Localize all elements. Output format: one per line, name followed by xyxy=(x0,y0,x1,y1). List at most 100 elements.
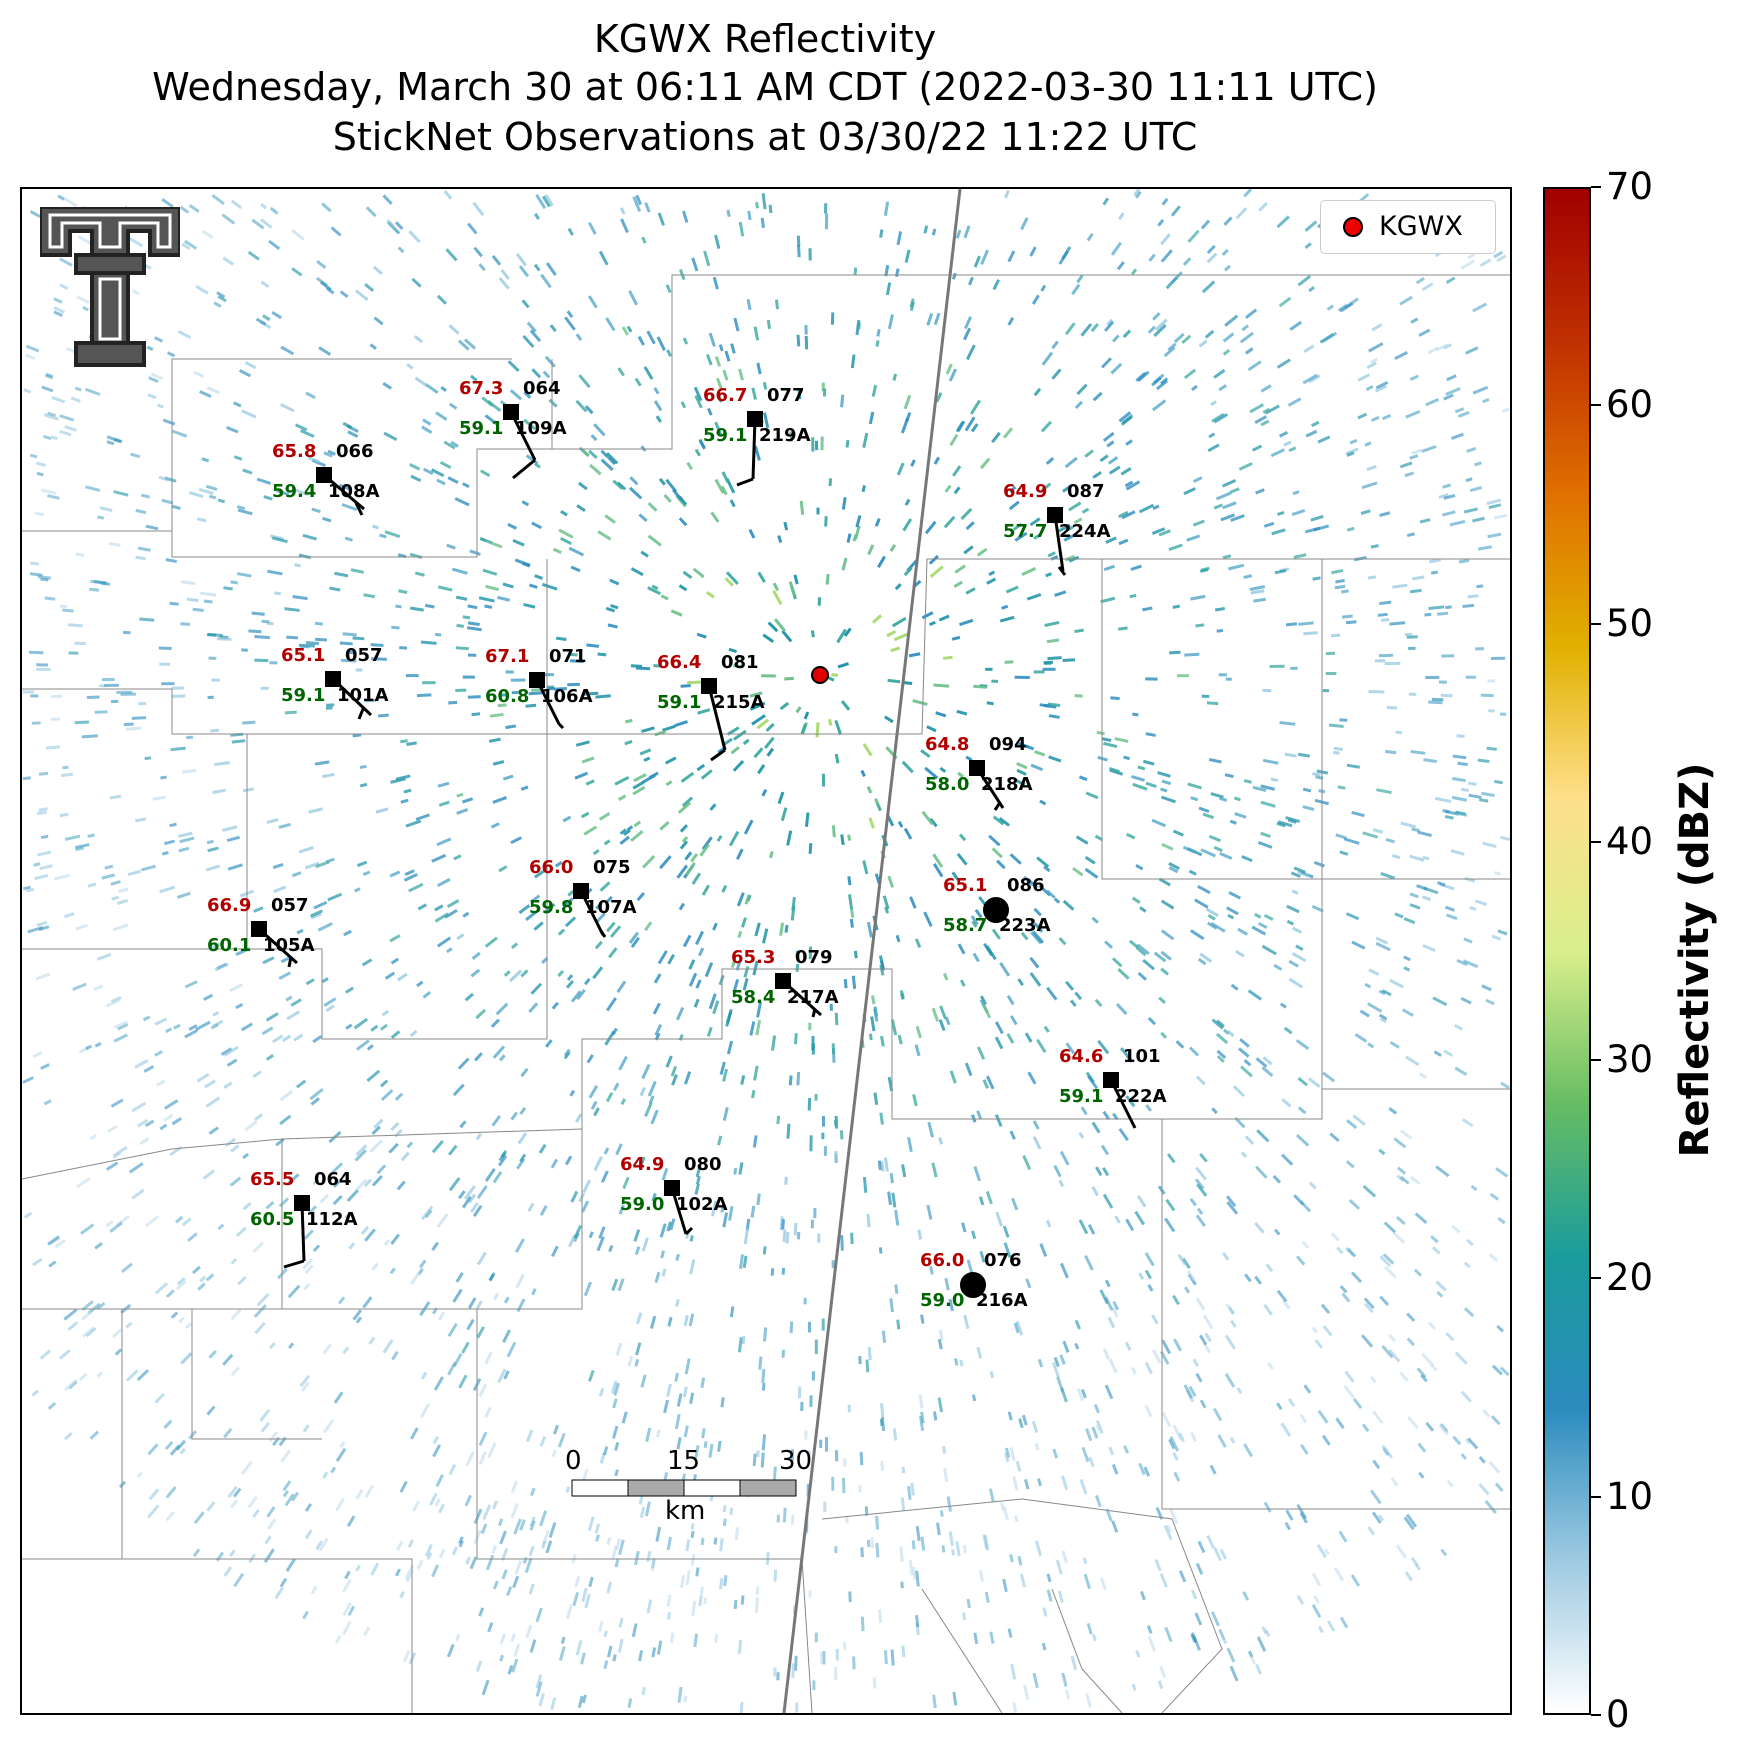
colorbar xyxy=(1543,187,1591,1715)
wind-barb-segment xyxy=(811,1008,817,1018)
station-temperature: 66.4 xyxy=(657,652,702,673)
station-marker xyxy=(701,678,717,694)
wind-barb-segment xyxy=(357,708,365,720)
station-dewpoint: 60.5 xyxy=(250,1209,295,1230)
station-id: 222A xyxy=(1115,1086,1167,1107)
wind-barb-segment xyxy=(354,502,364,516)
station-id: 112A xyxy=(306,1209,358,1230)
station-temperature: 66.0 xyxy=(529,857,574,878)
wind-barb-segment xyxy=(509,411,537,461)
station-dewpoint: 59.1 xyxy=(459,418,504,439)
station-dewpoint: 60.8 xyxy=(485,686,530,707)
station-wind-direction: 057 xyxy=(345,645,383,666)
station-temperature: 64.9 xyxy=(620,1154,665,1175)
station-wind-direction: 081 xyxy=(721,652,759,673)
station-wind-direction: 064 xyxy=(523,378,561,399)
calm-wind-icon xyxy=(960,1272,986,1298)
scale-label-15: 15 xyxy=(667,1446,701,1476)
wind-barb-segment xyxy=(684,1226,694,1236)
station-marker xyxy=(503,404,519,420)
station-id: 215A xyxy=(713,692,765,713)
wind-barb-segment xyxy=(283,1259,305,1269)
scale-bar xyxy=(571,1479,797,1497)
highway-line xyxy=(782,189,962,1713)
station-dewpoint: 59.1 xyxy=(657,692,702,713)
colorbar-tick xyxy=(1591,840,1601,843)
wind-barb-segment xyxy=(300,1202,306,1262)
station-wind-direction: 101 xyxy=(1123,1046,1161,1067)
wind-barb-segment xyxy=(1129,1119,1137,1129)
station-marker xyxy=(1047,507,1063,523)
wind-barb-segment xyxy=(751,418,757,480)
station-wind-direction: 071 xyxy=(549,646,587,667)
colorbar-tick xyxy=(1591,622,1601,625)
title-line-3: StickNet Observations at 03/30/22 11:22 … xyxy=(332,115,1198,159)
station-dewpoint: 59.0 xyxy=(920,1290,965,1311)
station-id: 105A xyxy=(263,935,315,956)
university-logo xyxy=(38,205,182,372)
station-id: 102A xyxy=(676,1194,728,1215)
station-dewpoint: 59.4 xyxy=(272,481,317,502)
station-wind-direction: 080 xyxy=(684,1154,722,1175)
station-dewpoint: 58.4 xyxy=(731,987,776,1008)
scale-label-0: 0 xyxy=(565,1446,582,1476)
colorbar-tick-label: 70 xyxy=(1606,165,1654,208)
station-wind-direction: 087 xyxy=(1067,481,1105,502)
station-wind-direction: 076 xyxy=(984,1250,1022,1271)
station-id: 223A xyxy=(999,915,1051,936)
station-temperature: 65.5 xyxy=(250,1169,295,1190)
station-wind-direction: 057 xyxy=(271,895,309,916)
radar-map[interactable]: 67.3 59.1 064 109A 66.7 59.1 077 219A 65.8 59.4 06… xyxy=(20,187,1512,1715)
colorbar-tick xyxy=(1591,404,1601,407)
colorbar-tick-label: 0 xyxy=(1606,1693,1630,1736)
station-temperature: 64.9 xyxy=(1003,481,1048,502)
station-id: 108A xyxy=(328,481,380,502)
station-marker xyxy=(529,672,545,688)
colorbar-tick xyxy=(1591,1714,1601,1716)
station-marker xyxy=(573,883,589,899)
station-marker xyxy=(969,760,985,776)
station-temperature: 66.7 xyxy=(703,385,748,406)
station-wind-direction: 075 xyxy=(593,857,631,878)
map-canvas xyxy=(22,189,1510,1713)
station-marker xyxy=(316,467,332,483)
station-wind-direction: 086 xyxy=(1007,875,1045,896)
wind-barb-segment xyxy=(707,685,727,751)
station-id: 107A xyxy=(585,897,637,918)
station-id: 101A xyxy=(337,685,389,706)
station-temperature: 65.8 xyxy=(272,441,317,462)
station-temperature: 66.9 xyxy=(207,895,252,916)
colorbar-tick-label: 30 xyxy=(1606,1038,1654,1082)
station-wind-direction: 094 xyxy=(989,734,1027,755)
station-dewpoint: 59.1 xyxy=(1059,1086,1104,1107)
wind-barb-segment xyxy=(599,930,607,938)
station-marker xyxy=(325,671,341,687)
calm-wind-icon xyxy=(983,897,1009,923)
radar-site-legend-icon xyxy=(1343,217,1363,237)
colorbar-tick-label: 60 xyxy=(1606,383,1654,427)
station-wind-direction: 066 xyxy=(336,441,374,462)
station-id: 217A xyxy=(787,987,839,1008)
station-wind-direction: 079 xyxy=(795,947,833,968)
map-legend: KGWX xyxy=(1320,200,1496,254)
colorbar-tick-label: 40 xyxy=(1606,819,1654,863)
wind-barb-segment xyxy=(512,458,536,480)
station-marker xyxy=(775,973,791,989)
colorbar-tick xyxy=(1591,186,1601,188)
station-temperature: 65.1 xyxy=(281,645,326,666)
wind-barb-segment xyxy=(287,956,293,968)
station-dewpoint: 58.7 xyxy=(943,915,988,936)
station-id: 224A xyxy=(1059,521,1111,542)
station-dewpoint: 59.0 xyxy=(620,1194,665,1215)
title-line-1: KGWX Reflectivity xyxy=(593,17,937,61)
scale-label-30: 30 xyxy=(779,1446,813,1476)
station-temperature: 64.8 xyxy=(925,734,970,755)
station-dewpoint: 57.7 xyxy=(1003,521,1048,542)
colorbar-tick-label: 20 xyxy=(1606,1256,1654,1300)
wind-barb-segment xyxy=(736,477,754,487)
wind-barb-segment xyxy=(1057,566,1067,576)
station-temperature: 65.3 xyxy=(731,947,776,968)
colorbar-tick-label: 10 xyxy=(1606,1474,1654,1518)
legend-label: KGWX xyxy=(1379,211,1463,242)
station-temperature: 67.1 xyxy=(485,646,530,667)
